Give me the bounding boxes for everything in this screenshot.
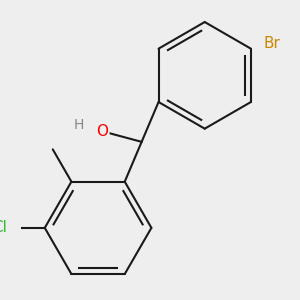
Text: Br: Br	[264, 36, 280, 51]
Text: O: O	[97, 124, 109, 139]
Text: H: H	[74, 118, 84, 132]
Text: Cl: Cl	[0, 220, 8, 236]
